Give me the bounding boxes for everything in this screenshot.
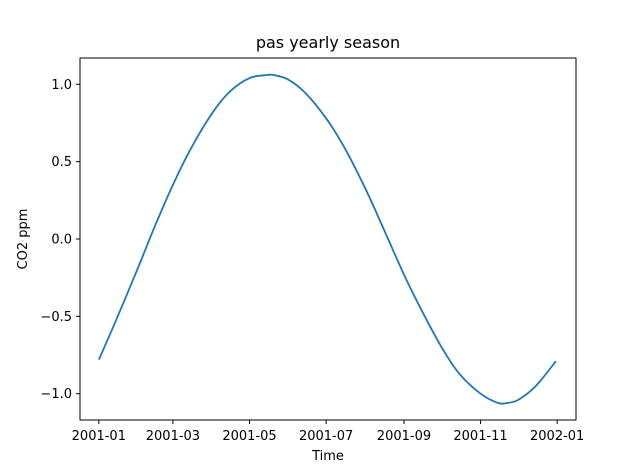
y-axis-label: CO2 ppm [16,209,31,270]
plot-area [79,57,577,421]
x-tick-label: 2001-09 [377,429,431,444]
y-tick-label: −0.5 [40,310,72,325]
y-tick-label: 0.5 [51,155,72,170]
x-tick-label: 2001-05 [222,429,276,444]
x-axis: 2001-01 2001-03 2001-05 2001-07 2001-09 2001-… [72,420,584,444]
series-line [98,73,557,405]
y-tick-label: 0.0 [51,233,72,248]
plot-frame [79,57,577,421]
y-axis: 1.0 0.5 0.0 −0.5 −1.0 [40,78,80,402]
chart-title: pas yearly season [256,33,400,52]
x-tick-label: 2002-01 [530,429,584,444]
y-tick-label: 1.0 [51,78,72,93]
y-tick-label: −1.0 [40,387,72,402]
x-tick-label: 2001-03 [146,429,200,444]
x-tick-label: 2001-11 [453,429,507,444]
x-tick-label: 2001-07 [299,429,353,444]
x-tick-label: 2001-01 [72,429,126,444]
x-axis-label: Time [311,449,344,464]
